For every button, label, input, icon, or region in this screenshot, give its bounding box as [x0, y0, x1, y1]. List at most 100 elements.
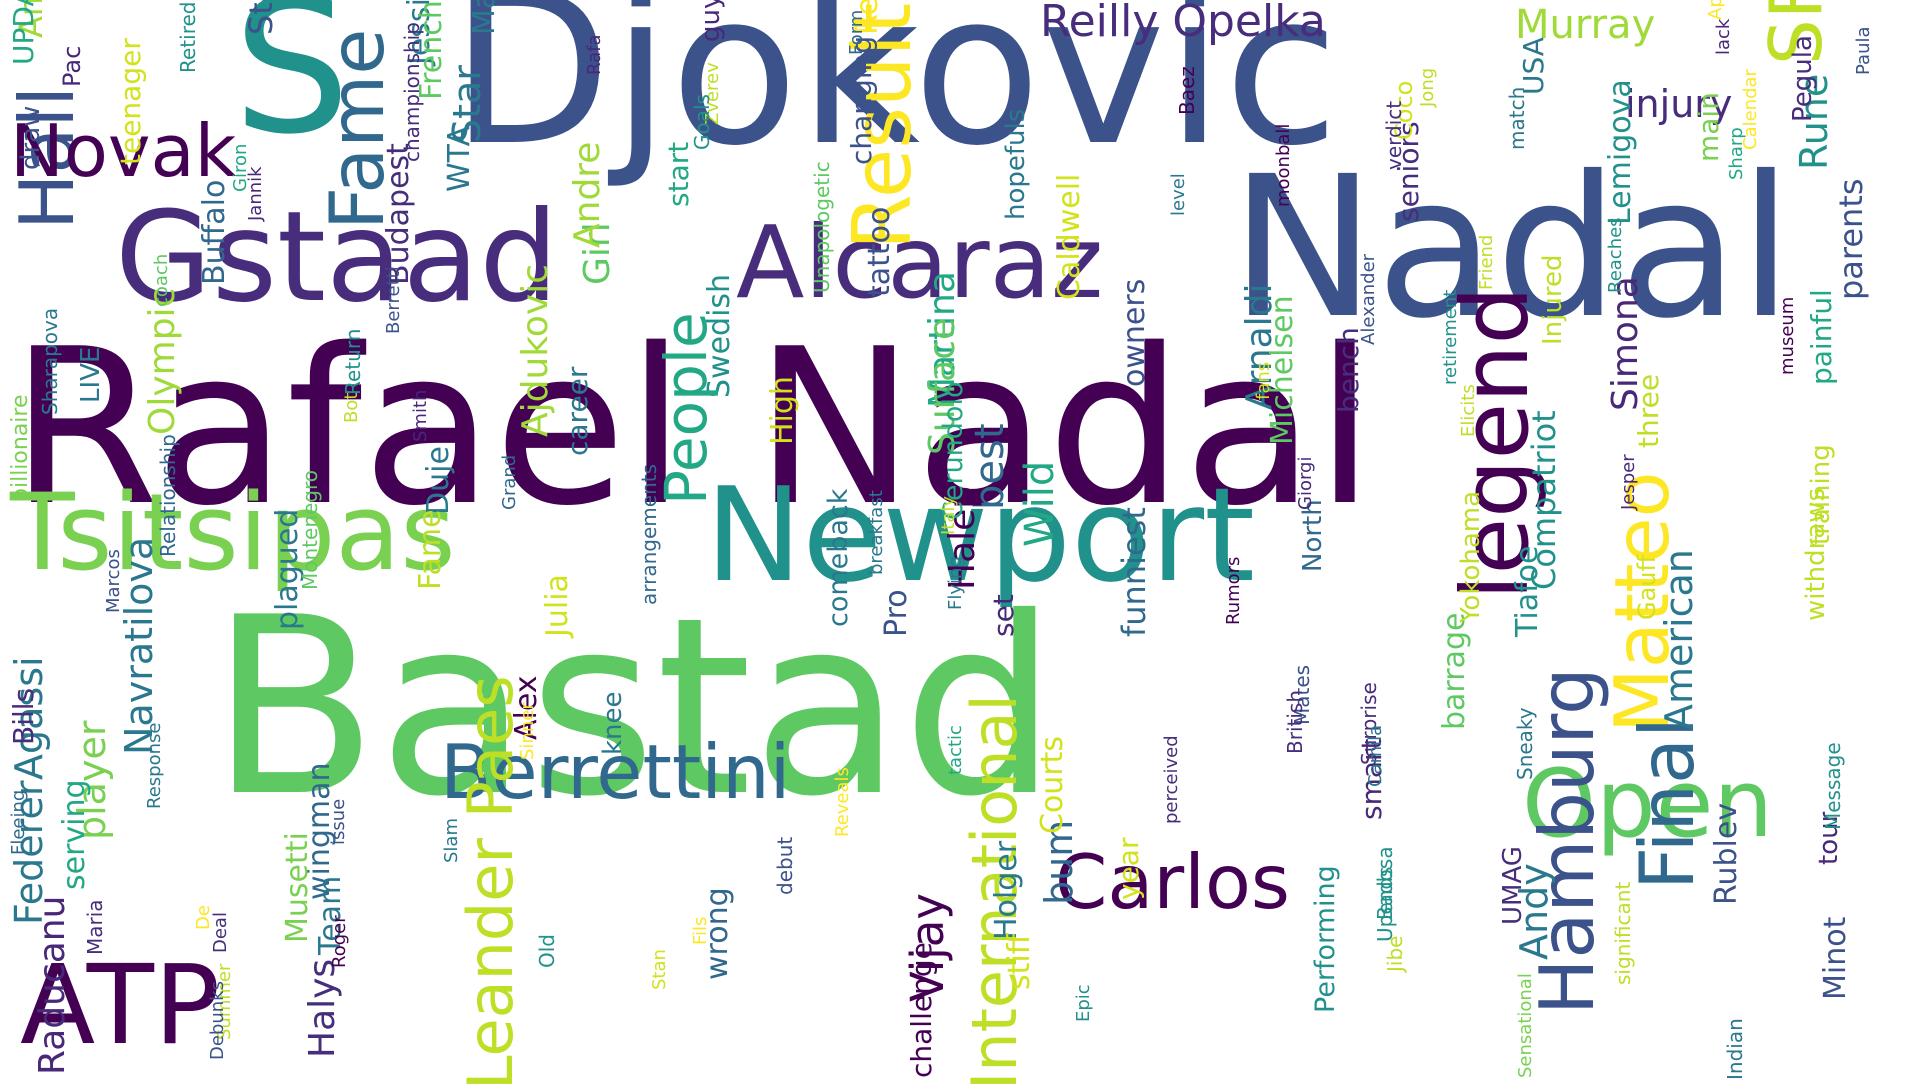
- word-ajdukovic: Ajdukovic: [515, 264, 556, 437]
- word-upends: Upends: [1373, 866, 1397, 942]
- word-changing: changing: [845, 35, 878, 165]
- word-funniest: funniest: [1115, 507, 1153, 637]
- word-verdict: verdict: [1382, 100, 1406, 170]
- word-owners: owners: [1117, 278, 1152, 387]
- word-open: Open: [1522, 750, 1774, 859]
- word-serving: serving: [57, 779, 92, 890]
- word-pro: Pro: [879, 589, 914, 637]
- word-guy: guy: [696, 0, 726, 42]
- word-lemigova: Lemigova: [1603, 79, 1638, 225]
- word-message: Message: [1821, 742, 1845, 830]
- word-championship: championship: [400, 22, 424, 162]
- word-andre: Andre: [567, 141, 608, 248]
- word-career: career: [561, 366, 594, 456]
- word-reilly-opelka: Reilly Opelka: [1040, 0, 1326, 47]
- word-injury: injury: [1625, 82, 1733, 126]
- word-indian: Indian: [1723, 1018, 1747, 1080]
- word-perceived: perceived: [1161, 735, 1182, 824]
- word-people: People: [652, 312, 720, 505]
- word-paula: Paula: [1853, 26, 1874, 75]
- word-coach: coach: [151, 253, 172, 307]
- word-stan: Stan: [649, 949, 670, 990]
- word-performing: Performing: [1310, 865, 1341, 1013]
- word-deal: Deal: [210, 912, 231, 953]
- word-rafael-nadal: Rafael Nadal: [10, 302, 1375, 553]
- word-murray: Murray: [1515, 2, 1656, 48]
- word-berretti: Berretti: [383, 266, 404, 334]
- word-match: match: [1505, 86, 1529, 150]
- word-fleeing: Fleeing: [8, 789, 29, 855]
- word-holger: Holger: [989, 840, 1024, 940]
- word-jesper: Jesper: [1618, 454, 1639, 510]
- word-hopefuls: hopefuls: [1001, 108, 1031, 220]
- word-retirement: retirement: [1440, 289, 1461, 385]
- word-painful: painful: [1805, 289, 1838, 385]
- word-comeback: comeback: [823, 488, 854, 627]
- word-bastad: Bastad: [210, 565, 1058, 850]
- word-slam: Slam: [441, 818, 462, 863]
- word-debut: debut: [773, 836, 797, 895]
- word-friend: Friend: [1476, 234, 1497, 290]
- word-issue: issue: [328, 798, 349, 845]
- word-injured: Injured: [1538, 254, 1568, 345]
- word-stefanos: Stefanos: [242, 0, 280, 35]
- word-knee: knee: [598, 691, 628, 755]
- word-alcaraz: Alcaraz: [736, 204, 1104, 321]
- word-relationship: Relationship: [156, 434, 180, 557]
- word-fans: fans: [1253, 361, 1274, 400]
- word-reaches: Reaches: [1605, 217, 1626, 293]
- word-minot: Minot: [1818, 916, 1853, 1000]
- word-set: set: [987, 594, 1020, 637]
- word-man: Man: [467, 0, 502, 35]
- word-high: High: [765, 376, 800, 445]
- word-barrage: barrage: [1437, 612, 1472, 730]
- word-tactic: tactic: [945, 725, 966, 775]
- word-response: Response: [144, 722, 165, 809]
- word-tattoo: tattoo: [862, 206, 897, 297]
- word-sharp: Sharp: [1726, 127, 1747, 180]
- word-buffalo: Buffalo: [197, 179, 232, 285]
- word-atp: ATP: [20, 941, 221, 1069]
- word-pegula: Pegula: [1788, 35, 1818, 122]
- word-draw: draw: [16, 105, 46, 170]
- word-year: year: [1112, 837, 1145, 900]
- word-american: American: [1657, 549, 1701, 730]
- word-arrangements: arrangements: [637, 463, 661, 605]
- word-umag: UMAG: [1498, 846, 1528, 925]
- word-appearance: Appearance: [1705, 0, 1726, 20]
- word-tsitsipas: Tsitsipas: [10, 471, 456, 594]
- word-billionaire: billionaire: [8, 394, 33, 502]
- word-raducanu: Raducanu: [32, 895, 73, 1075]
- word-wild: Wild: [1017, 460, 1063, 547]
- word-north: North: [1298, 499, 1328, 572]
- word-withdraws: withdraws: [1801, 487, 1831, 621]
- word-moonball: moonball: [1273, 123, 1294, 207]
- word-courts: Courts: [1035, 735, 1070, 834]
- word-carlos: Carlos: [1055, 838, 1290, 926]
- word-baez: Baez: [1175, 66, 1199, 115]
- word-alexander: Alexander: [1358, 253, 1379, 345]
- word-grand: Grand: [499, 454, 520, 510]
- word-rublev: Rublev: [1709, 802, 1744, 905]
- word-rumors: Rumors: [1223, 556, 1244, 625]
- word-marcos: Marcos: [103, 549, 124, 613]
- word-lack: lack: [1713, 18, 1734, 55]
- word-fils: Fils: [690, 916, 711, 945]
- word-compatriot: Compatriot: [1525, 410, 1563, 590]
- word-bills: Bills: [7, 687, 40, 745]
- word-old: Old: [535, 934, 559, 968]
- word-olympic: Olympic: [142, 287, 183, 435]
- word-s: S: [233, 0, 351, 175]
- word-duje: Duje: [421, 446, 456, 515]
- word-sinner: Sinner: [517, 702, 538, 760]
- word-fame: Fame: [413, 509, 448, 590]
- word-rafa: Rafa: [584, 34, 605, 75]
- word-musetti: Musetti: [280, 832, 315, 943]
- word-budapest: Budapest: [381, 143, 416, 285]
- word-stiff: stiff: [1002, 933, 1037, 990]
- word-sharapova: Sharapova: [38, 307, 62, 415]
- word-newport: Newport: [705, 459, 1256, 611]
- word-challenge: challenge: [905, 942, 938, 1078]
- word-camila: Camila: [1365, 724, 1386, 787]
